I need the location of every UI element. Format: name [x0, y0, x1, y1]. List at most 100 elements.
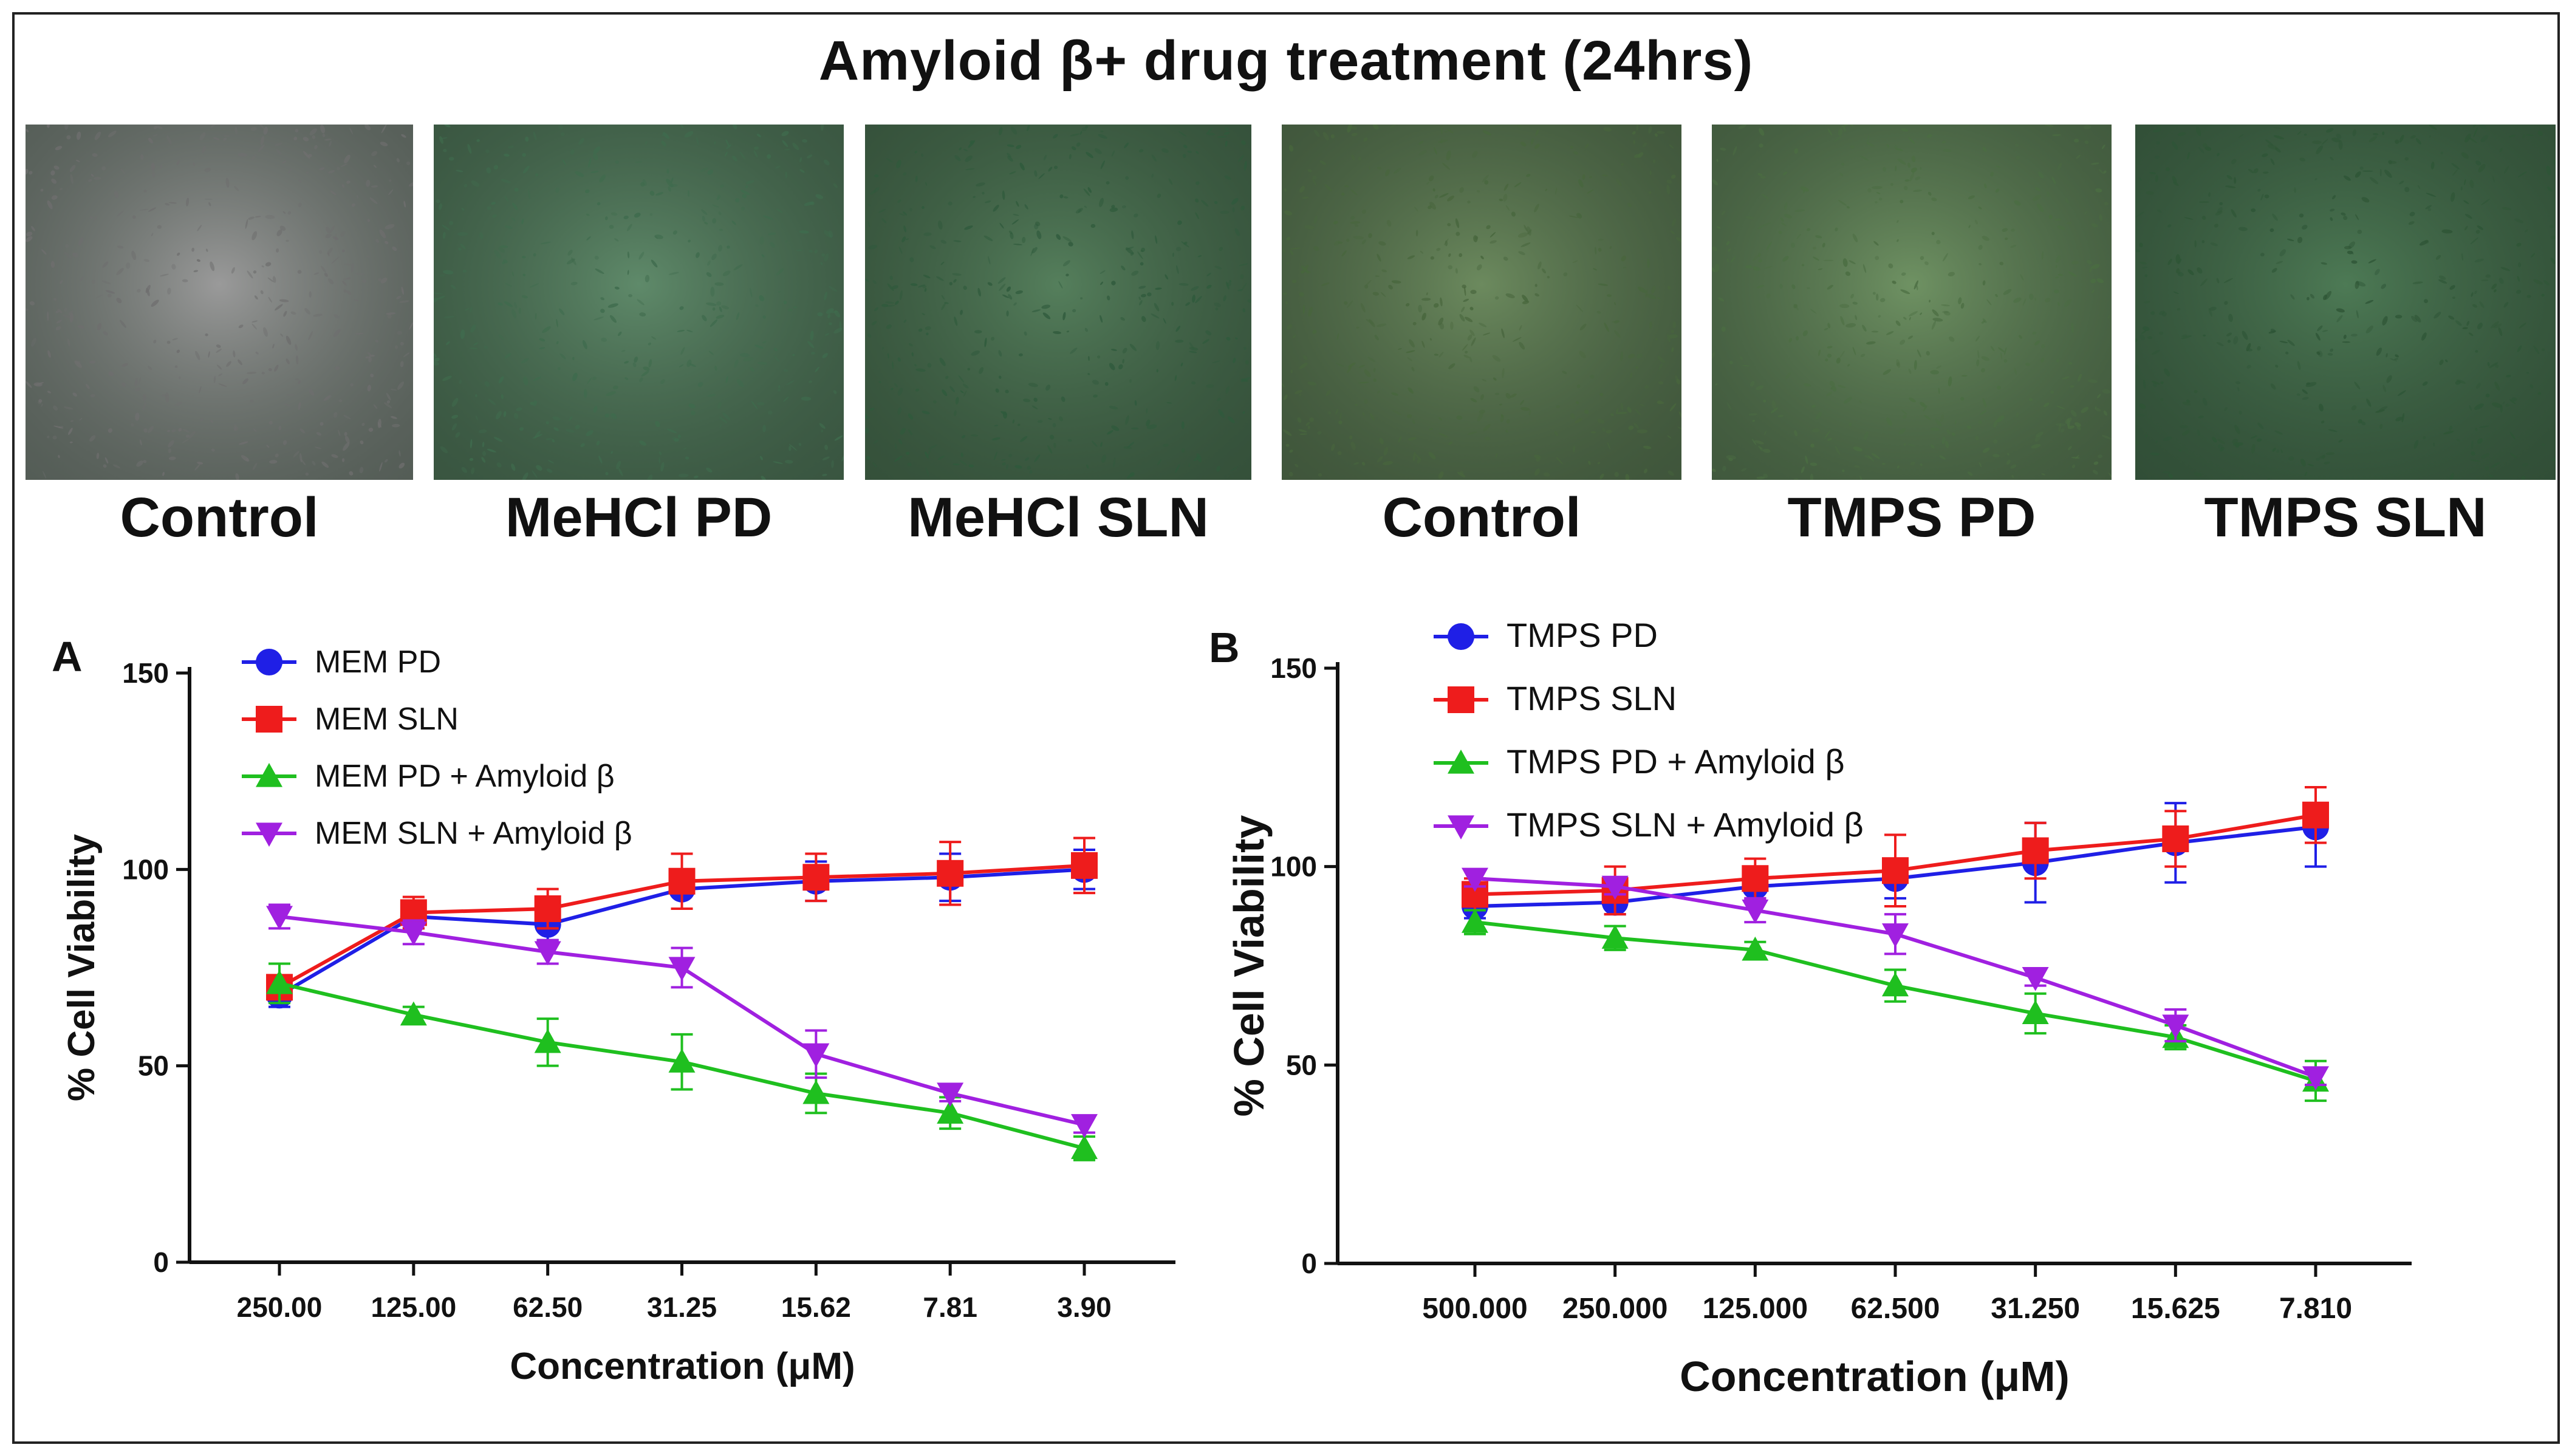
cell [1759, 143, 1763, 148]
cell [1822, 242, 1825, 248]
cell [2016, 156, 2020, 160]
cell [1131, 270, 1139, 276]
cell [299, 428, 306, 434]
cell [143, 259, 150, 262]
cell [929, 245, 936, 250]
cell [1534, 468, 1540, 476]
cell [2481, 279, 2489, 281]
cell [2475, 160, 2481, 166]
cell [349, 128, 353, 134]
cell [775, 165, 781, 169]
cell [809, 380, 812, 383]
micrograph-label-4: Control [1382, 487, 1581, 549]
cell [2019, 335, 2022, 339]
cell [841, 453, 844, 462]
cell [1313, 215, 1318, 224]
cell [1110, 349, 1117, 351]
cell [914, 150, 917, 154]
cell [1012, 419, 1015, 424]
cell [1465, 316, 1473, 323]
cell [2521, 476, 2526, 480]
cell [1308, 306, 1313, 316]
cell [434, 292, 443, 295]
cell [1134, 400, 1137, 406]
cell [1975, 436, 1979, 440]
cell [1183, 145, 1188, 149]
cell [757, 402, 765, 406]
y-axis-title: % Cell Viability [1225, 815, 1273, 1117]
cell [1307, 381, 1316, 386]
cell [1572, 260, 1578, 263]
cell [1599, 473, 1604, 479]
cell [1434, 194, 1438, 199]
cell [1897, 465, 1900, 469]
cell [333, 329, 341, 337]
cell [255, 216, 261, 218]
cell [1764, 431, 1767, 436]
cell [2104, 202, 2109, 206]
cell [2307, 463, 2314, 467]
cell [1943, 149, 1952, 152]
cell [887, 353, 889, 359]
cell [2288, 456, 2294, 461]
cell [1845, 271, 1851, 276]
cell [807, 341, 815, 348]
cell [643, 366, 650, 371]
cell [1220, 210, 1230, 214]
cell [2336, 308, 2345, 313]
cell [1338, 241, 1343, 244]
cell [1175, 247, 1182, 251]
cell [1599, 392, 1604, 397]
cell [2498, 278, 2504, 284]
cell [624, 377, 629, 380]
cell [2469, 180, 2474, 188]
cell [2491, 402, 2502, 408]
cell [1141, 293, 1146, 298]
cell [1062, 260, 1070, 267]
cell [64, 125, 69, 130]
cell [542, 326, 551, 333]
cell [1829, 381, 1835, 387]
cell [1205, 330, 1212, 336]
cell [2413, 440, 2419, 449]
cell [142, 402, 146, 411]
cell [131, 423, 134, 427]
cell [2239, 411, 2242, 415]
cell [2306, 382, 2310, 385]
cell [2097, 394, 2101, 398]
cell [1048, 418, 1052, 420]
cell [1214, 265, 1222, 270]
cell [1712, 179, 1719, 186]
cell [332, 236, 339, 241]
cell [2163, 436, 2172, 441]
cell [2143, 379, 2146, 389]
cell [1052, 423, 1056, 428]
cell [1436, 248, 1441, 251]
cell [1490, 240, 1497, 244]
x-tick-label: 15.625 [2131, 1293, 2220, 1325]
cell [2102, 435, 2112, 440]
cell [1013, 244, 1022, 245]
cell [648, 359, 652, 368]
cell [828, 230, 833, 238]
cell [894, 383, 898, 388]
cell [1467, 431, 1477, 435]
cell [308, 331, 313, 340]
cell [1993, 439, 1998, 444]
cell [2046, 191, 2050, 197]
cell [570, 281, 578, 285]
data-point [2162, 1014, 2189, 1039]
cell [998, 350, 1002, 357]
cell [1097, 355, 1101, 359]
cell [889, 275, 893, 280]
cell [886, 158, 893, 163]
cell [1749, 381, 1755, 387]
cell [1109, 406, 1118, 409]
cell [210, 261, 215, 272]
cell [1638, 152, 1644, 158]
cell [2089, 265, 2093, 273]
cell [757, 361, 768, 365]
cell [1909, 173, 1914, 182]
cell [1214, 200, 1218, 204]
cell [908, 343, 913, 347]
